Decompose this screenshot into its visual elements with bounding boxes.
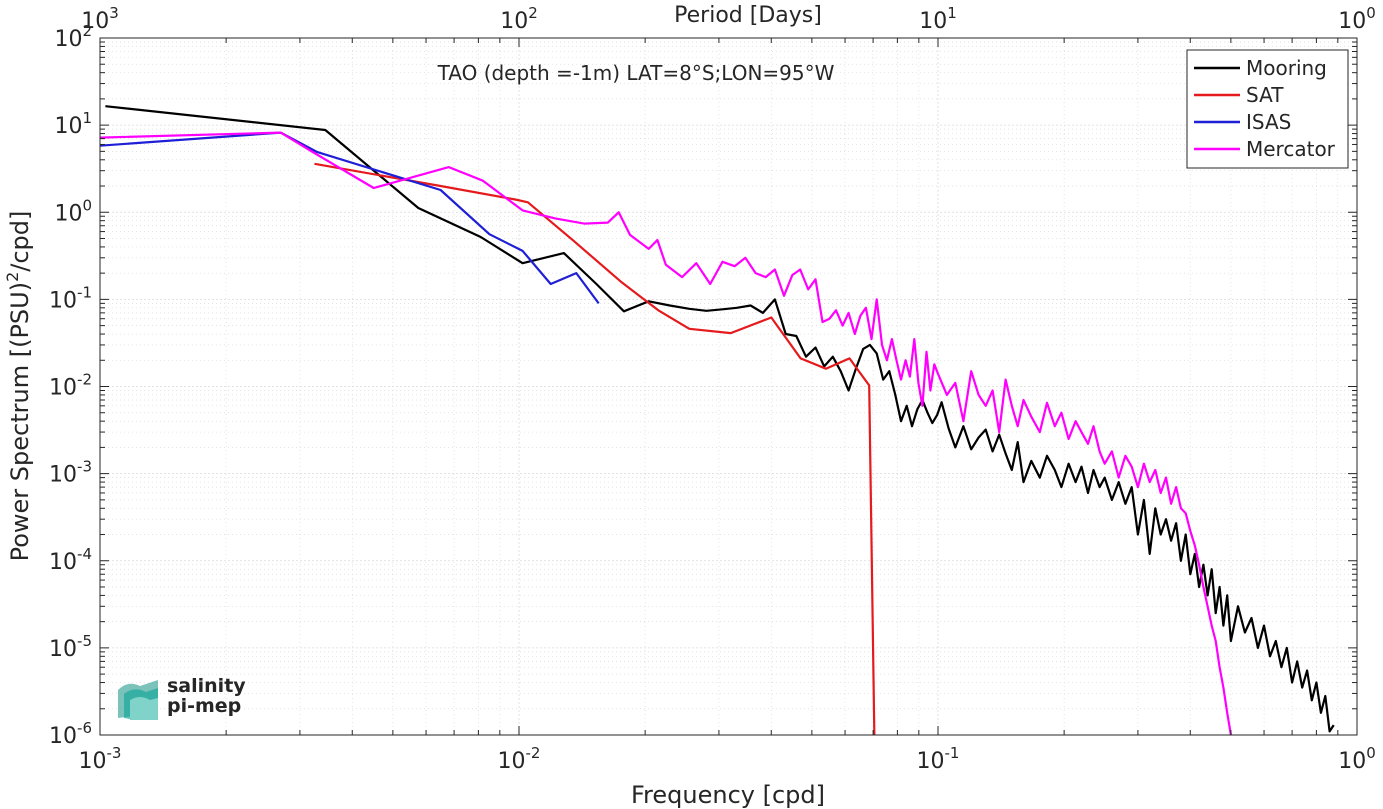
top-tick-label: 102 bbox=[500, 4, 538, 34]
y-tick-label-exponent: -1 bbox=[77, 283, 92, 301]
top-tick-label-base: 10 bbox=[1338, 9, 1366, 34]
top-tick-label: 101 bbox=[919, 4, 957, 34]
y-tick-label: 10-1 bbox=[49, 283, 92, 313]
y-tick-label-base: 10 bbox=[49, 463, 77, 488]
x-tick-label: 10-1 bbox=[917, 744, 960, 774]
y-tick-label: 10-3 bbox=[49, 458, 92, 488]
y-axis-label-tail: /cpd] bbox=[6, 211, 34, 272]
y-tick-label: 10-6 bbox=[49, 719, 92, 749]
x-tick-label: 10-3 bbox=[79, 744, 122, 774]
top-tick-label: 100 bbox=[1338, 4, 1376, 34]
legend-label-isas: ISAS bbox=[1246, 110, 1291, 134]
legend-label-mercator: Mercator bbox=[1246, 137, 1336, 161]
y-tick-label: 10-2 bbox=[49, 371, 92, 401]
x-tick-label-exponent: -2 bbox=[526, 744, 541, 762]
y-tick-label-exponent: 0 bbox=[82, 196, 92, 214]
series-line-sat bbox=[314, 162, 876, 735]
y-tick-label-base: 10 bbox=[49, 288, 77, 313]
chart-title: TAO (depth =-1m) LAT=8°S;LON=95°W bbox=[437, 61, 835, 85]
x-tick-label-base: 10 bbox=[1338, 749, 1366, 774]
logo-icon bbox=[118, 680, 158, 720]
salinity-pi-mep-logo: salinity pi-mep bbox=[118, 675, 246, 720]
top-tick-label-base: 10 bbox=[919, 9, 947, 34]
y-tick-label: 101 bbox=[54, 109, 92, 139]
logo-text-pimep: pi-mep bbox=[167, 695, 241, 717]
top-tick-label-base: 10 bbox=[81, 9, 109, 34]
y-tick-label-exponent: -2 bbox=[77, 371, 92, 389]
y-tick-label-exponent: -3 bbox=[77, 458, 92, 476]
x-tick-label-base: 10 bbox=[79, 749, 107, 774]
legend: Mooring SAT ISAS Mercator bbox=[1186, 49, 1349, 169]
x-tick-label-exponent: -3 bbox=[107, 744, 122, 762]
y-tick-label-base: 10 bbox=[54, 114, 82, 139]
top-tick-label-base: 10 bbox=[500, 9, 528, 34]
y-tick-label-base: 10 bbox=[49, 376, 77, 401]
x-tick-label-base: 10 bbox=[917, 749, 945, 774]
series-line-mercator bbox=[100, 131, 1232, 735]
series-line-mooring bbox=[105, 105, 1335, 733]
axis-ticks bbox=[99, 37, 1358, 736]
top-tick-label-exponent: 2 bbox=[528, 4, 538, 22]
y-tick-label: 10-4 bbox=[49, 545, 92, 575]
grid bbox=[99, 37, 1358, 736]
x-tick-label-base: 10 bbox=[498, 749, 526, 774]
x-tick-label: 10-2 bbox=[498, 744, 541, 774]
y-tick-label-base: 10 bbox=[54, 27, 82, 52]
y-tick-label: 102 bbox=[54, 22, 92, 52]
y-tick-label-base: 10 bbox=[49, 550, 77, 575]
x-tick-label-exponent: -1 bbox=[945, 744, 960, 762]
series-lines bbox=[100, 105, 1335, 735]
y-tick-label: 100 bbox=[54, 196, 92, 226]
y-tick-label-exponent: 2 bbox=[82, 22, 92, 40]
legend-label-sat: SAT bbox=[1246, 83, 1284, 107]
y-tick-label: 10-5 bbox=[49, 632, 92, 662]
y-tick-label-exponent: -4 bbox=[77, 545, 92, 563]
top-tick-label-exponent: 0 bbox=[1366, 4, 1376, 22]
legend-label-mooring: Mooring bbox=[1246, 56, 1327, 80]
top-tick-label-exponent: 3 bbox=[109, 4, 119, 22]
logo-text-salinity: salinity bbox=[167, 675, 246, 697]
y-tick-label-exponent: 1 bbox=[82, 109, 92, 127]
x-tick-label: 100 bbox=[1338, 744, 1376, 774]
y-axis-label-superscript: 2 bbox=[3, 272, 22, 282]
y-tick-label-exponent: -5 bbox=[77, 632, 92, 650]
y-tick-label-base: 10 bbox=[54, 201, 82, 226]
y-axis-label: Power Spectrum [(PSU)2/cpd] bbox=[3, 211, 34, 562]
top-tick-label: 103 bbox=[81, 4, 119, 34]
x-tick-label-exponent: 0 bbox=[1366, 744, 1376, 762]
x-axis-label: Frequency [cpd] bbox=[631, 781, 825, 809]
top-tick-label-exponent: 1 bbox=[947, 4, 957, 22]
y-tick-label-exponent: -6 bbox=[77, 719, 92, 737]
top-axis-label: Period [Days] bbox=[674, 3, 822, 28]
y-tick-label-base: 10 bbox=[49, 637, 77, 662]
y-axis-label-main: Power Spectrum [(PSU) bbox=[6, 282, 34, 561]
y-tick-label-base: 10 bbox=[49, 724, 77, 749]
